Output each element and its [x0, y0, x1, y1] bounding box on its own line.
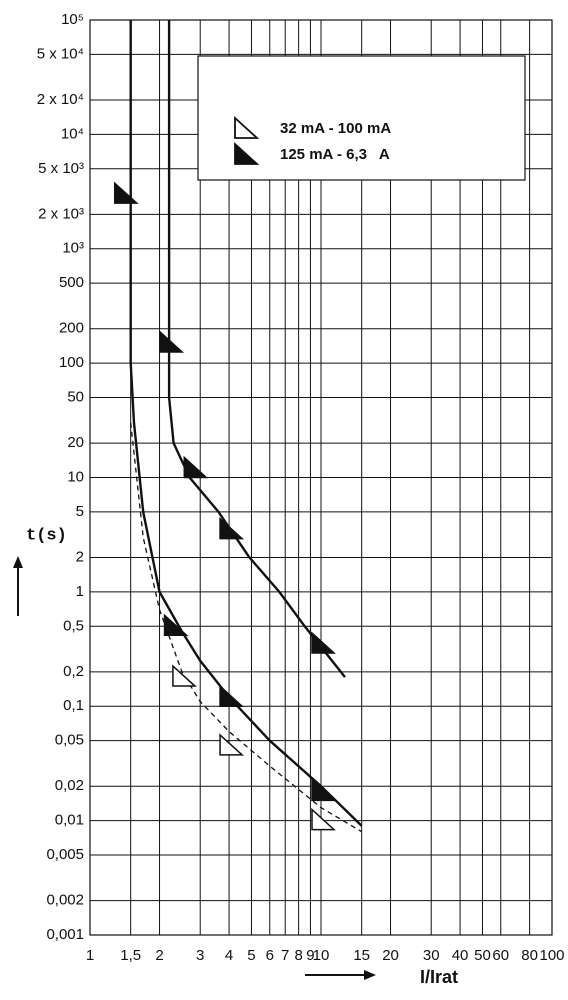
x-tick-label: 4 — [225, 947, 233, 964]
marker — [114, 181, 139, 204]
x-arrow-head — [364, 970, 376, 980]
marker — [172, 664, 197, 687]
y-tick-label: 20 — [67, 434, 84, 451]
marker — [219, 516, 245, 540]
y-tick-label: 100 — [59, 354, 84, 371]
x-tick-label: 20 — [382, 947, 399, 964]
y-tick-label: 10⁵ — [61, 11, 84, 28]
y-tick-label: 500 — [59, 274, 84, 291]
x-tick-label: 30 — [423, 947, 440, 964]
x-tick-label: 40 — [452, 947, 469, 964]
curve — [167, 20, 346, 678]
legend-label: 125 mA - 6,3 A — [280, 146, 390, 163]
marker — [311, 778, 336, 802]
x-tick-label: 60 — [492, 947, 509, 964]
y-tick-label: 2 — [76, 548, 84, 565]
y-axis-label: t(s) — [26, 526, 67, 545]
y-tick-label: 0,001 — [46, 926, 84, 943]
y-tick-label: 5 x 10³ — [38, 160, 84, 177]
y-arrow-head — [13, 556, 23, 568]
x-tick-label: 7 — [281, 947, 289, 964]
y-tick-label: 0,2 — [63, 663, 84, 680]
y-tick-label: 1 — [76, 583, 84, 600]
x-tick-label: 50 — [474, 947, 491, 964]
x-tick-label: 10 — [313, 947, 330, 964]
y-tick-label: 0,01 — [55, 812, 84, 829]
y-tick-label: 5 — [76, 503, 84, 520]
x-tick-label: 1,5 — [120, 947, 141, 964]
y-tick-label: 10 — [67, 468, 84, 485]
legend-label: 32 mA - 100 mA — [280, 120, 391, 137]
x-tick-label: 8 — [294, 947, 302, 964]
y-tick-label: 0,02 — [55, 777, 84, 794]
x-tick-label: 9 — [306, 947, 314, 964]
marker — [183, 455, 209, 479]
x-tick-label: 3 — [196, 947, 204, 964]
legend-marker — [234, 141, 260, 165]
x-tick-label: 15 — [353, 947, 370, 964]
x-tick-label: 80 — [521, 947, 538, 964]
y-tick-label: 200 — [59, 320, 84, 337]
x-axis-label: I/Irat — [420, 967, 458, 987]
marker — [163, 613, 189, 637]
y-tick-label: 0,05 — [55, 732, 84, 749]
y-tick-label: 50 — [67, 389, 84, 406]
x-tick-label: 2 — [155, 947, 163, 964]
y-tick-label: 5 x 10⁴ — [37, 45, 84, 62]
y-tick-label: 0,5 — [63, 617, 84, 634]
marker — [159, 330, 185, 353]
y-tick-label: 0,1 — [63, 697, 84, 714]
x-tick-label: 5 — [247, 947, 255, 964]
y-tick-label: 0,002 — [46, 892, 84, 909]
marker — [219, 684, 245, 707]
marker — [311, 631, 336, 654]
x-tick-label: 1 — [86, 947, 94, 964]
y-tick-label: 2 x 10⁴ — [37, 91, 84, 108]
marker — [219, 733, 245, 756]
x-tick-label: 100 — [539, 947, 564, 964]
curve — [130, 422, 363, 833]
y-tick-label: 2 x 10³ — [38, 205, 84, 222]
y-tick-label: 0,005 — [46, 846, 84, 863]
marker — [311, 807, 336, 831]
x-tick-label: 6 — [266, 947, 274, 964]
y-tick-label: 10⁴ — [61, 125, 84, 142]
plot-frame — [89, 19, 553, 936]
legend-marker — [234, 115, 260, 139]
y-tick-label: 10³ — [62, 240, 84, 257]
